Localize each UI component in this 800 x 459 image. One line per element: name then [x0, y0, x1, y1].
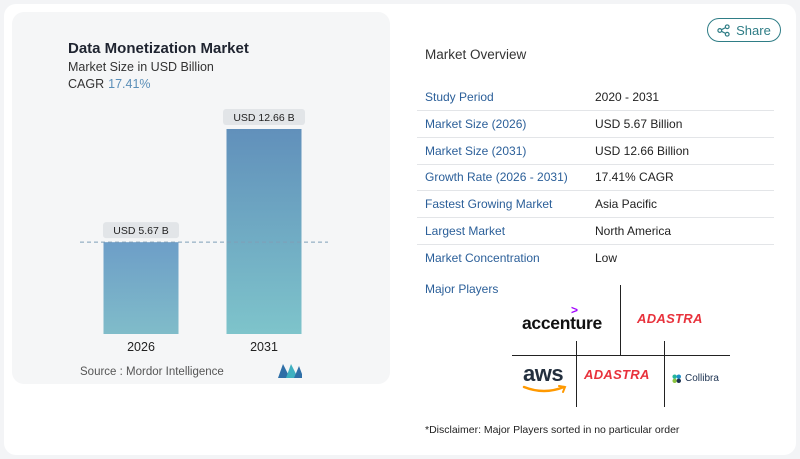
- data-label-pill: [223, 109, 305, 125]
- adastra-logo-text: ADASTRA: [584, 367, 650, 382]
- bar-2026: [103, 242, 179, 334]
- bar-chart: USD 5.67 B 2026 USD 12.66 B 2031: [80, 109, 328, 354]
- overview-label: Market Size (2031): [425, 143, 527, 158]
- overview-row: Fastest Growing Market Asia Pacific: [417, 191, 774, 218]
- overview-label: Largest Market: [425, 223, 506, 238]
- overview-value: 17.41% CAGR: [595, 170, 674, 185]
- mordor-intelligence-logo: [278, 364, 302, 378]
- overview-title: Market Overview: [425, 47, 527, 62]
- accenture-logo: accenture: [522, 313, 602, 333]
- cagr-label: CAGR: [68, 77, 105, 91]
- overview-value: Asia Pacific: [595, 197, 658, 212]
- overview-row: Market Size (2031) USD 12.66 Billion: [417, 137, 774, 165]
- cagr-line: CAGR 17.41%: [68, 77, 151, 91]
- chart-subtitle: Market Size in USD Billion: [68, 60, 214, 74]
- chart-panel: [12, 12, 390, 384]
- x-tick-2031: 2031: [250, 340, 278, 354]
- overview-row: Market Size (2026) USD 5.67 Billion: [417, 111, 774, 138]
- overview-label: Market Concentration: [425, 250, 540, 265]
- overview-table: Study Period 2020 - 2031 Market Size (20…: [417, 84, 774, 271]
- adastra-logo-text: ADASTRA: [637, 311, 703, 326]
- overview-value: North America: [595, 223, 672, 238]
- logo-grid-divider: [512, 355, 730, 356]
- x-tick-2026: 2026: [127, 340, 155, 354]
- share-button[interactable]: Share: [707, 18, 781, 42]
- overview-label: Growth Rate (2026 - 2031): [425, 170, 568, 185]
- cagr-value: 17.41%: [108, 77, 151, 91]
- overview-label: Fastest Growing Market: [425, 197, 553, 212]
- share-label: Share: [736, 22, 771, 38]
- collibra-logo-text: Collibra: [685, 373, 719, 384]
- aws-logo: aws: [523, 361, 564, 386]
- overview-row: Market Concentration Low: [417, 244, 774, 271]
- chart-source: Source : Mordor Intelligence: [80, 366, 224, 378]
- overview-value: USD 12.66 Billion: [595, 143, 690, 158]
- collibra-logo: Collibra: [671, 373, 719, 384]
- accenture-logo-mark: >: [571, 303, 579, 317]
- data-label-2026: USD 5.67 B: [113, 225, 168, 237]
- aws-smile-icon: [522, 385, 567, 393]
- overview-value: Low: [595, 250, 618, 265]
- share-icon: [717, 23, 730, 37]
- overview-value: USD 5.67 Billion: [595, 117, 683, 132]
- chart-title: Data Monetization Market: [68, 40, 249, 57]
- data-label-pill: [103, 222, 179, 239]
- overview-label: Study Period: [425, 90, 494, 105]
- logo-grid-divider: [664, 341, 665, 407]
- bar-2031: [226, 129, 302, 334]
- players-title: Major Players: [425, 282, 499, 296]
- logo-grid-divider: [576, 341, 577, 407]
- data-label-2031: USD 12.66 B: [233, 112, 294, 124]
- overview-value: 2020 - 2031: [595, 90, 660, 105]
- collibra-icon: [672, 374, 681, 383]
- overview-label: Market Size (2026): [425, 117, 527, 132]
- overview-row: Largest Market North America: [417, 217, 774, 245]
- adastra-logo: ADASTRA: [584, 366, 650, 384]
- disclaimer: *Disclaimer: Major Players sorted in no …: [425, 424, 680, 436]
- adastra-logo: ADASTRA: [637, 310, 703, 328]
- overview-row: Growth Rate (2026 - 2031) 17.41% CAGR: [417, 164, 774, 191]
- logo-grid-divider: [620, 285, 621, 355]
- overview-row: Study Period 2020 - 2031: [417, 84, 774, 111]
